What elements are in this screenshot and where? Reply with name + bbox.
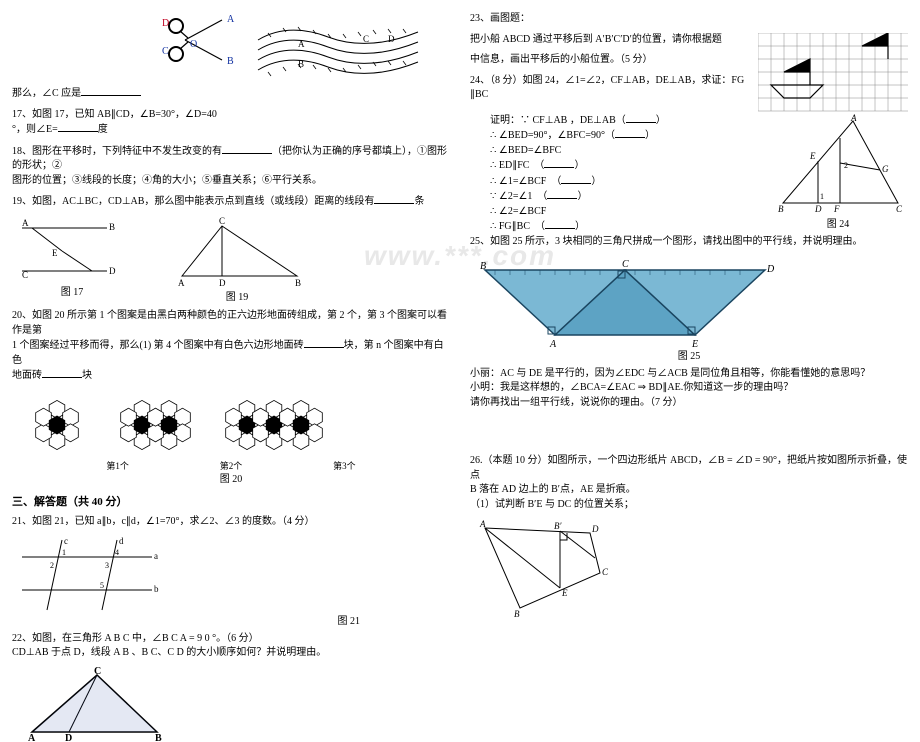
svg-text:a: a — [154, 551, 158, 561]
hex-figures: 第1个 第2个 第3个 图 20 — [12, 390, 450, 488]
fig25: A B C D E 图 25 — [470, 255, 908, 365]
q24: 24、（8 分）如图 24，∠1=∠2，CF⊥AB，DE⊥AB，求证：FG ∥B… — [470, 74, 750, 103]
svg-text:E: E — [52, 248, 58, 258]
svg-text:B: B — [298, 59, 304, 69]
q25-after: 小丽：AC 与 DE 是平行的，因为∠EDC 与∠ACB 是同位角且相等，你能看… — [470, 367, 908, 411]
svg-text:B: B — [155, 733, 162, 742]
fig17: A B C D E 图 17 — [12, 216, 132, 306]
svg-text:B: B — [295, 278, 301, 288]
right-column: 23、画图题： 把小船 ABCD 通过平移后到 A′B′C′D′的位置，请你根据… — [470, 12, 908, 618]
svg-text:C: C — [22, 270, 28, 280]
boat-grid — [758, 33, 908, 113]
svg-text:A: A — [298, 39, 305, 49]
fig19: A B C D 图 19 — [162, 216, 312, 306]
svg-text:B: B — [514, 609, 520, 618]
q25: 25、如图 25 所示，3 块相同的三角尺拼成一个图形，请找出图中的平行线，并说… — [470, 235, 908, 250]
svg-text:2: 2 — [50, 561, 54, 570]
proof-lines: 证明：∵ CF⊥AB ，DE⊥AB（） ∴ ∠BED=90°，∠BFC=90°（… — [470, 113, 762, 235]
svg-text:c: c — [64, 536, 68, 546]
q19: 19、如图，AC⊥BC，CD⊥AB，那么图中能表示点到直线（或线段）距离的线段有… — [12, 194, 450, 210]
svg-text:A: A — [227, 14, 235, 25]
svg-text:C: C — [602, 567, 609, 577]
q18: 18、图形在平移时，下列特征中不发生改变的有（把你认为正确的序号都填上），①图形… — [12, 144, 450, 189]
svg-text:C: C — [162, 46, 169, 57]
svg-text:C: C — [219, 216, 225, 226]
svg-text:d: d — [119, 536, 124, 546]
q21: 21、如图 21，已知 a∥b，c∥d，∠1=70°，求∠2、∠3 的度数。（4… — [12, 515, 450, 530]
svg-text:D: D — [162, 18, 169, 29]
svg-text:B: B — [109, 222, 115, 232]
section3-title: 三、解答题（共 40 分） — [12, 495, 450, 511]
q20: 20、如图 20 所示第 1 个图案是由黑白两种颜色的正六边形地面砖组成，第 2… — [12, 309, 450, 384]
q16-text: 那么，∠C 应是 — [12, 88, 81, 99]
svg-text:2: 2 — [844, 161, 848, 170]
left-column: A B C D O /* no-op */ — [12, 12, 450, 618]
q26: 26.（本题 10 分）如图所示，一个四边形纸片 ABCD，∠B = ∠D = … — [470, 454, 908, 512]
fig22: A B C D — [12, 667, 450, 742]
svg-text:D: D — [65, 733, 72, 742]
svg-text:4: 4 — [115, 548, 119, 557]
svg-text:C: C — [622, 259, 629, 270]
svg-text:D: D — [388, 34, 395, 44]
svg-text:B: B — [227, 56, 234, 67]
svg-text:G: G — [882, 164, 889, 174]
svg-text:A: A — [22, 218, 29, 228]
svg-text:D: D — [109, 266, 116, 276]
svg-text:D: D — [766, 264, 775, 275]
q16: 那么，∠C 应是 — [12, 86, 450, 102]
svg-text:b: b — [154, 584, 159, 594]
fig19-label: 图 19 — [162, 291, 312, 306]
svg-text:O: O — [190, 39, 197, 50]
svg-text:E: E — [691, 339, 698, 350]
svg-text:C: C — [363, 34, 369, 44]
svg-text:C: C — [94, 667, 101, 677]
q17: 17、如图 17，已知 AB∥CD，∠B=30°，∠D=40 °，则∠E=度 — [12, 108, 450, 138]
wave-figure: /* no-op */ A B C D — [248, 12, 428, 82]
svg-text:B′: B′ — [554, 521, 562, 531]
svg-text:E: E — [809, 151, 816, 161]
fig24: A B C D E F G 1 2 图 24 — [768, 113, 908, 235]
fig17-label: 图 17 — [12, 286, 132, 301]
svg-text:A: A — [479, 519, 486, 529]
svg-text:1: 1 — [62, 548, 66, 557]
scissors-figure: A B C D O — [160, 12, 240, 82]
q23: 23、画图题： — [470, 12, 908, 27]
svg-text:F: F — [833, 204, 840, 214]
svg-text:1: 1 — [820, 192, 824, 201]
svg-text:3: 3 — [105, 561, 109, 570]
svg-text:D: D — [814, 204, 822, 214]
svg-text:A: A — [28, 733, 36, 742]
svg-text:B: B — [480, 261, 486, 272]
svg-text:D: D — [219, 278, 226, 288]
fig21: a b c d 1 2 3 4 5 图 21 — [12, 535, 450, 630]
svg-text:A: A — [178, 278, 185, 288]
svg-text:A: A — [549, 339, 557, 350]
svg-text:A: A — [850, 113, 857, 123]
svg-text:D: D — [591, 524, 599, 534]
svg-text:B: B — [778, 204, 784, 214]
svg-text:C: C — [896, 204, 903, 214]
fig26: A B C D B′ E — [470, 518, 908, 618]
q22: 22、如图，在三角形 A B C 中，∠B C A = 9 0 °。（6 分） … — [12, 632, 450, 661]
svg-text:5: 5 — [100, 581, 104, 590]
svg-text:E: E — [561, 588, 568, 598]
